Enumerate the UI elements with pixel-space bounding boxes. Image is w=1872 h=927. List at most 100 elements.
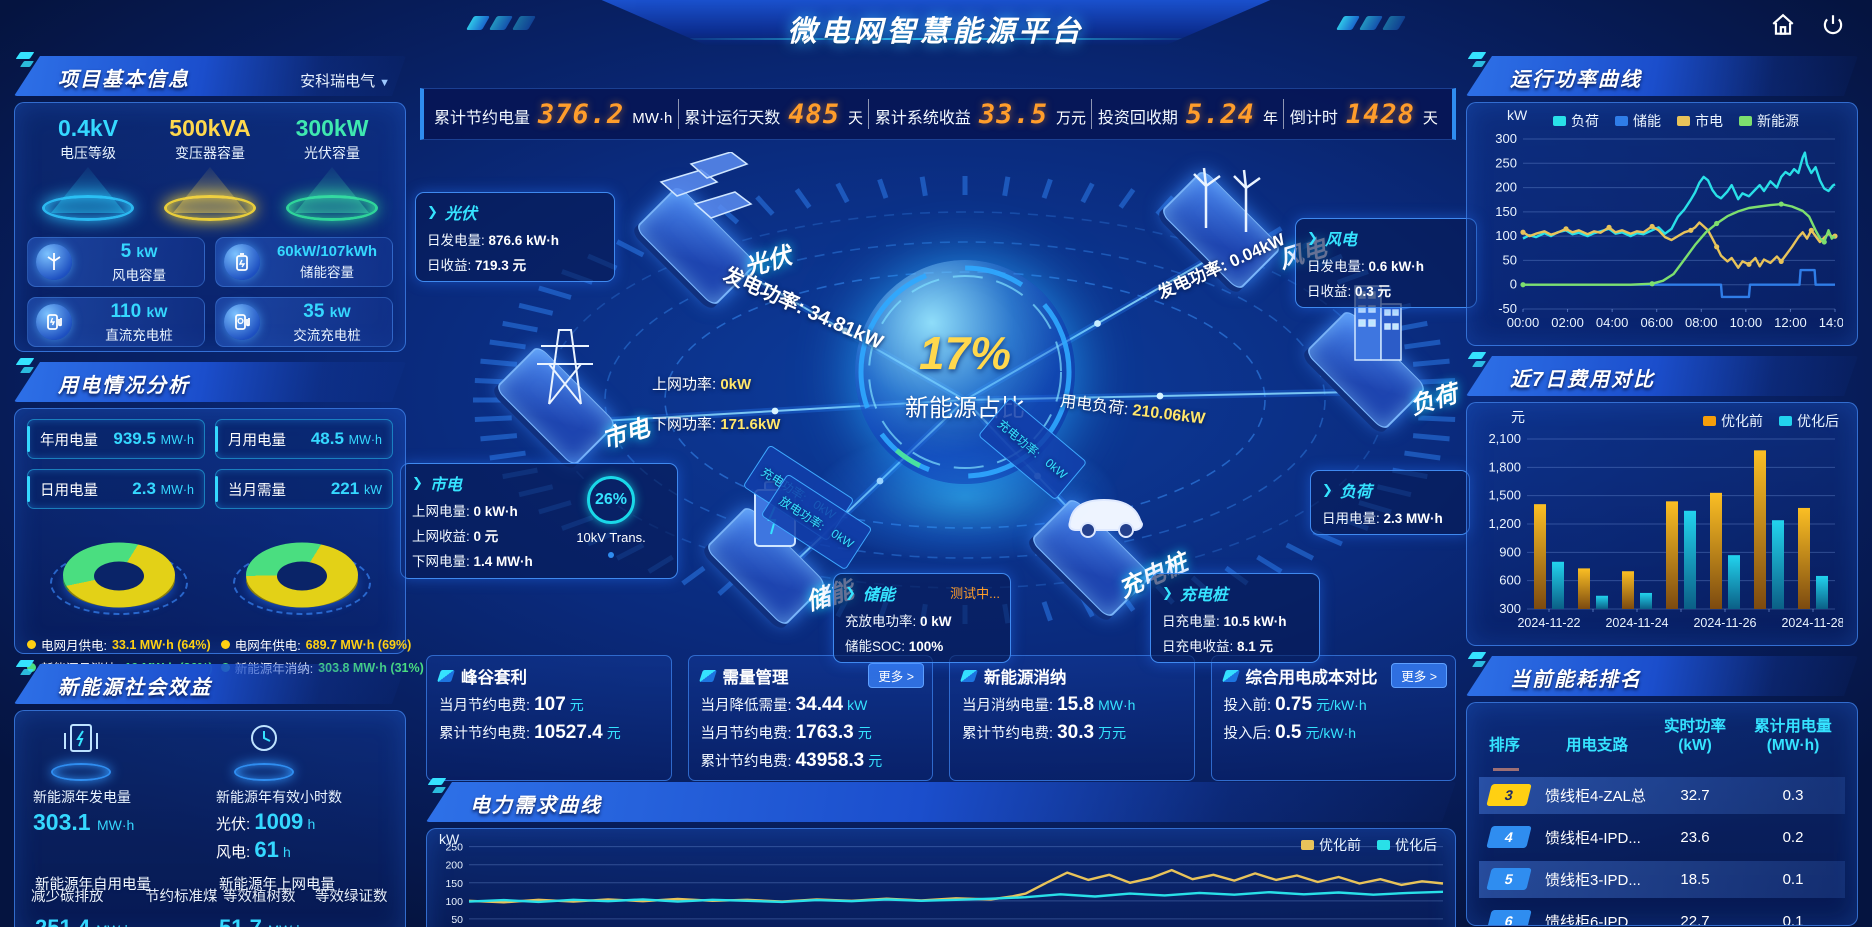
card-title: 新能源消纳 <box>960 664 1182 688</box>
bar <box>1640 592 1652 609</box>
panel-title: 当前能耗排名 <box>1510 669 1642 691</box>
card-row: 投入前: 0.75 元/kW·h <box>1223 694 1367 715</box>
energy-flow-diagram: 光伏 风电 市电 <box>420 142 1461 657</box>
battery-icon <box>224 244 260 280</box>
ev-car-icon <box>1068 498 1144 538</box>
capacity-chips: 5 kW 风电容量 60kW/107kWh 储能容量 110 kW 直流充电桩 35 kW 交… <box>27 237 393 347</box>
legend-swatch-icon <box>1779 416 1792 426</box>
company-select[interactable]: 安科瑞电气 ▼ <box>300 73 390 90</box>
panel-social-benefit: 新能源社会效益 新能源年发电量 303.1 MW·h <box>14 660 406 927</box>
legend-text: 新能源 <box>1757 113 1799 129</box>
svg-text:04:00: 04:00 <box>1596 315 1629 330</box>
panel-title: 运行功率曲线 <box>1510 69 1642 91</box>
usage-stat-label: 当月需量 <box>228 482 286 499</box>
capacity-chip-3: 35 kW 交流充电桩 <box>215 297 393 347</box>
svg-text:1,200: 1,200 <box>1488 516 1521 531</box>
legend-swatch-icon <box>1615 116 1628 126</box>
table-row: 4 馈线柜4-IPD... 23.6 0.2 <box>1479 819 1845 856</box>
svg-text:250: 250 <box>445 842 463 854</box>
svg-text:1,500: 1,500 <box>1488 488 1521 503</box>
ranking-header-row: 排序 用电支路 实时功率 (kW) 累计用电量 (MW·h) <box>1489 718 1832 755</box>
legend-item: 优化后 <box>1377 835 1437 855</box>
svg-text:150: 150 <box>445 878 463 890</box>
stat-separator <box>868 99 870 129</box>
grid-info-box: ❯ 市电 上网电量: 0 kW·h 上网收益: 0 元 下网电量: 1.4 MW·… <box>400 463 678 579</box>
bar <box>1684 510 1696 609</box>
arrow-icon: ❯ <box>427 204 438 219</box>
card-row: 当月节约电费: 1763.3 元 <box>700 722 872 743</box>
wind-turbine-icon <box>36 244 72 280</box>
branch-name: 馈线柜4-IPD... <box>1545 829 1641 847</box>
ev-info-box: ❯ 充电桩 日充电量: 10.5 kW·h 日充电收益: 8.1 元 <box>1150 573 1320 663</box>
stat-label: 累计运行天数 <box>684 109 781 127</box>
svg-text:2024-11-24: 2024-11-24 <box>1605 616 1668 630</box>
demand-chart: 05010015020025000:0000:4001:2002:0002:40… <box>435 833 1447 927</box>
panel-cost-compare: 近7日费用对比 元 优化前 优化后 300 600 900 1,200 1,500 1,80… <box>1466 352 1858 646</box>
stat-label: 累计节约电量 <box>434 109 531 127</box>
legend-item: 市电 <box>1677 111 1723 131</box>
legend-item: 优化前 <box>1301 835 1361 855</box>
power-tower-icon <box>537 329 593 405</box>
svg-text:2024-11-26: 2024-11-26 <box>1693 616 1756 630</box>
bar <box>1622 571 1634 609</box>
svg-text:2024-11-22: 2024-11-22 <box>1517 616 1580 630</box>
more-button[interactable]: 更多 > <box>1391 663 1447 688</box>
monthly-supply-donut <box>44 525 194 621</box>
capacity-chip-1: 60kW/107kWh 储能容量 <box>215 237 393 287</box>
panel-project-info: 项目基本信息 安科瑞电气 ▼ 0.4kV 电压等级 500kVA 变压器容量 <box>14 52 406 352</box>
island-grid: 市电 <box>485 329 653 468</box>
panel-corner-icon <box>1467 52 1490 72</box>
usage-stat-value: 48.5 MW·h <box>310 429 382 448</box>
cost-compare-chart: 300 600 900 1,200 1,500 1,800 2,100 2024-11-22 2… <box>1479 413 1845 636</box>
benefit-card-2: 新能源消纳 当月消纳电量: 15.8 MW·h 累计节约电费: 30.3 万元 <box>949 655 1195 781</box>
more-button[interactable]: 更多 > <box>868 663 924 688</box>
energy-value: 0.3 <box>1782 786 1804 804</box>
legend-swatch-icon <box>1677 116 1690 126</box>
energy-value: 0.2 <box>1782 828 1804 846</box>
title-deco-left <box>465 16 590 30</box>
stat-2: 累计系统收益 33.5 万元 <box>875 99 1086 130</box>
svg-text:06:00: 06:00 <box>1640 315 1673 330</box>
svg-text:200: 200 <box>445 860 463 872</box>
home-icon[interactable] <box>1770 12 1796 38</box>
capacity-chip-2: 110 kW 直流充电桩 <box>27 297 205 347</box>
stat-separator <box>677 99 679 129</box>
panel-corner-icon <box>1467 352 1490 372</box>
annual-generation: 新能源年发电量 303.1 MW·h <box>27 723 210 863</box>
card-corner-icon <box>437 670 455 682</box>
card-row: 累计节约电费: 30.3 万元 <box>962 722 1127 743</box>
arrow-icon: ❯ <box>1307 230 1318 245</box>
legend-text: 优化前 <box>1319 837 1361 853</box>
legend-item: 电网年供电: 689.7 MW·h (69%) <box>220 635 424 654</box>
generation-icon <box>49 723 113 781</box>
power-icon[interactable] <box>1820 12 1846 38</box>
legend-item: 优化前 <box>1703 411 1763 431</box>
card-title: 综合用电成本对比 <box>1221 664 1444 688</box>
wind-info-box: ❯ 风电 日发电量: 0.6 kW·h 日收益: 0.3 元 <box>1295 218 1477 308</box>
bar <box>1816 575 1828 609</box>
legend-item: 优化后 <box>1779 411 1839 431</box>
svg-text:2024-11-28: 2024-11-28 <box>1781 616 1843 630</box>
usage-stat-value: 2.3 MW·h <box>132 479 194 498</box>
yearly-supply-donut <box>227 525 377 621</box>
hub-ring <box>858 265 1072 479</box>
legend-dot-icon <box>220 640 230 649</box>
legend-text: 优化后 <box>1395 837 1437 853</box>
panel-corner-icon <box>15 660 38 680</box>
stat-separator <box>1283 99 1285 129</box>
card-title-text: 需量管理 <box>722 669 789 687</box>
svg-text:100: 100 <box>1495 228 1517 243</box>
panel-corner-icon <box>15 52 38 72</box>
bar <box>1534 504 1546 609</box>
kpi-stats-bar: 累计节约电量 376.2 MW·h 累计运行天数 485 天累计系统收益 33.5 万元 投资回… <box>420 88 1456 140</box>
panel-corner-icon <box>15 358 38 378</box>
power-value: 22.7 <box>1680 912 1710 926</box>
usage-stat-0: 年用电量 939.5 MW·h <box>27 419 205 459</box>
stat-value: 1428 <box>1345 98 1415 130</box>
card-title: 需量管理 <box>698 664 921 688</box>
power-value: 32.7 <box>1680 786 1710 804</box>
chip-value: 60kW/107kWh <box>276 243 378 260</box>
pv-capacity: 300kW 光伏容量 <box>273 115 391 227</box>
chip-value: 5 kW <box>120 240 158 262</box>
